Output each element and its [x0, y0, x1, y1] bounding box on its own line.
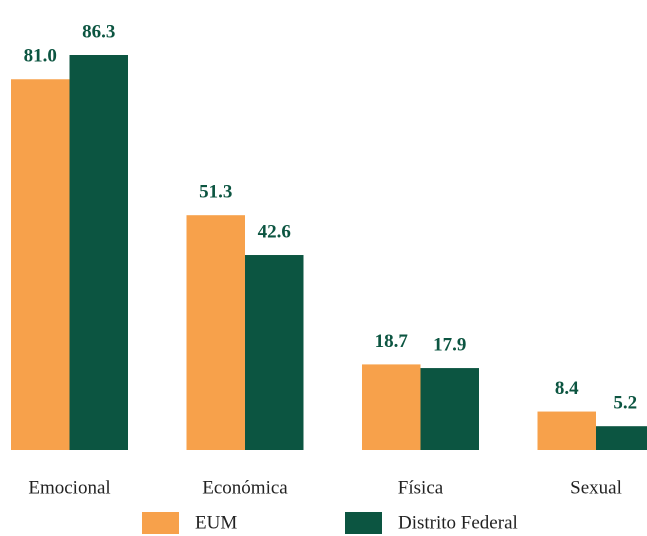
bar: [420, 368, 479, 450]
category-label: Sexual: [570, 477, 622, 498]
bar: [596, 426, 647, 450]
category-label: Económica: [202, 477, 288, 498]
value-label: 17.9: [433, 334, 466, 355]
value-label: 42.6: [258, 221, 291, 242]
bar: [537, 411, 596, 450]
value-label: 8.4: [555, 378, 579, 399]
value-label: 81.0: [24, 46, 57, 67]
legend-swatch: [345, 512, 382, 534]
category-label: Emocional: [28, 477, 110, 498]
bar: [11, 79, 70, 451]
bar: [186, 215, 245, 450]
legend-label: EUM: [195, 512, 237, 533]
legend-label: Distrito Federal: [398, 512, 518, 533]
bar: [362, 364, 421, 450]
bar: [245, 255, 304, 450]
category-label: Física: [398, 477, 444, 498]
value-label: 5.2: [613, 393, 637, 414]
legend-swatch: [142, 512, 179, 534]
value-label: 18.7: [375, 331, 409, 352]
value-label: 86.3: [82, 21, 115, 42]
value-label: 51.3: [199, 182, 232, 203]
bar: [69, 55, 128, 450]
